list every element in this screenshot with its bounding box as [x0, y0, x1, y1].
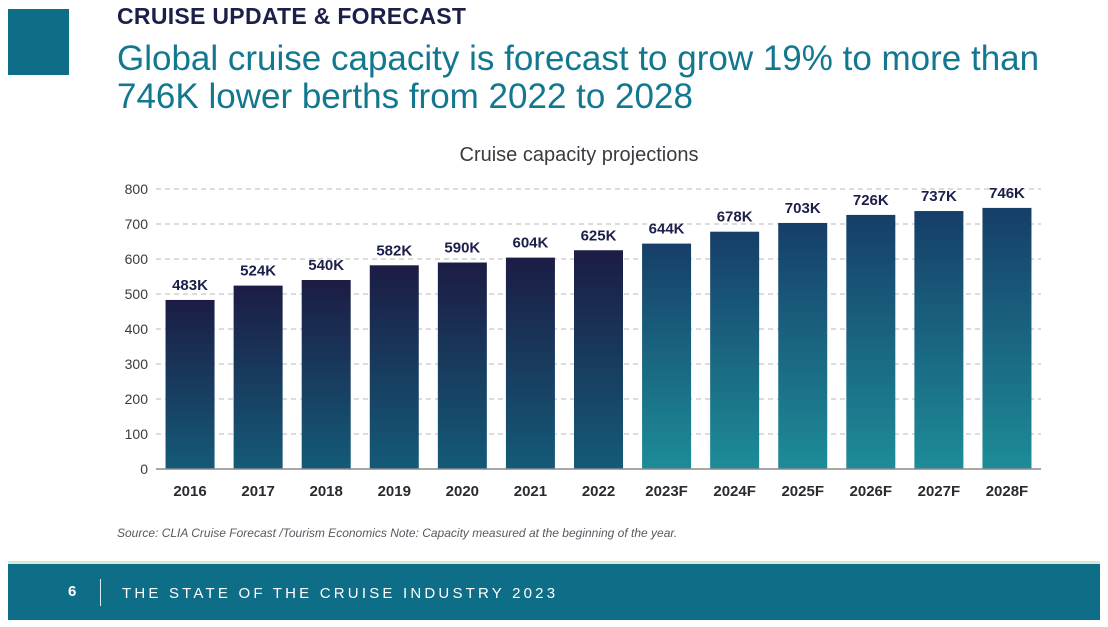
page-headline: Global cruise capacity is forecast to gr… [117, 39, 1040, 116]
x-tick-label: 2020 [446, 483, 479, 500]
y-tick-label: 600 [125, 251, 149, 267]
y-tick-label: 500 [125, 286, 149, 302]
bar-2021 [505, 257, 555, 469]
y-tick-label: 0 [140, 461, 148, 477]
bar-2018 [301, 280, 351, 469]
data-label: 582K [376, 242, 412, 259]
x-tick-label: 2027F [918, 483, 961, 500]
bar-2027f [914, 211, 964, 470]
bar-2016 [165, 299, 215, 469]
footer-bar: 6 THE STATE OF THE CRUISE INDUSTRY 2023 [8, 564, 1100, 620]
bar-2025f [778, 222, 828, 469]
y-tick-label: 400 [125, 321, 149, 337]
footer-accent-line [8, 561, 1100, 564]
capacity-bar-chart: 0 100 200 300 400 500 600 700 800 483K 2016 524K 201… [125, 181, 1041, 500]
brand-square [8, 9, 69, 75]
y-tick-label: 300 [125, 356, 149, 372]
bar-2026f [846, 214, 896, 469]
x-tick-label: 2019 [378, 483, 411, 500]
bar-2028f [982, 207, 1032, 469]
x-tick-label: 2016 [173, 483, 206, 500]
chart-title: Cruise capacity projections [459, 144, 699, 166]
section-label: CRUISE UPDATE & FORECAST [117, 3, 467, 29]
x-tick-label: 2028F [986, 483, 1029, 500]
data-label: 625K [581, 227, 617, 244]
x-tick-label: 2018 [310, 483, 343, 500]
x-tick-label: 2025F [781, 483, 824, 500]
bar-2024f [710, 231, 760, 469]
x-tick-label: 2022 [582, 483, 615, 500]
bar-2017 [233, 285, 283, 469]
y-tick-label: 700 [125, 216, 149, 232]
footer-title: THE STATE OF THE CRUISE INDUSTRY 2023 [122, 585, 559, 602]
bar-2023f [642, 243, 692, 469]
x-tick-label: 2024F [713, 483, 756, 500]
y-tick-label: 800 [125, 181, 149, 197]
source-note: Source: CLIA Cruise Forecast /Tourism Ec… [117, 526, 678, 540]
data-label: 703K [785, 200, 821, 217]
data-label: 737K [921, 188, 957, 205]
data-label: 524K [240, 263, 276, 280]
data-label: 483K [172, 277, 208, 294]
bar-2022 [574, 250, 623, 469]
data-label: 644K [649, 221, 685, 238]
data-label: 726K [853, 192, 889, 209]
footer-divider [100, 579, 101, 606]
page-number: 6 [68, 583, 77, 600]
bar-2020 [437, 262, 487, 469]
y-tick-label: 200 [125, 391, 149, 407]
data-label: 604K [512, 235, 548, 252]
data-label: 540K [308, 257, 344, 274]
x-tick-label: 2023F [645, 483, 688, 500]
x-tick-label: 2017 [241, 483, 274, 500]
x-tick-label: 2021 [514, 483, 547, 500]
x-tick-label: 2026F [850, 483, 893, 500]
bar-2019 [369, 265, 419, 469]
data-label: 678K [717, 209, 753, 226]
data-label: 590K [444, 240, 480, 257]
data-label: 746K [989, 185, 1025, 202]
y-tick-label: 100 [125, 426, 149, 442]
